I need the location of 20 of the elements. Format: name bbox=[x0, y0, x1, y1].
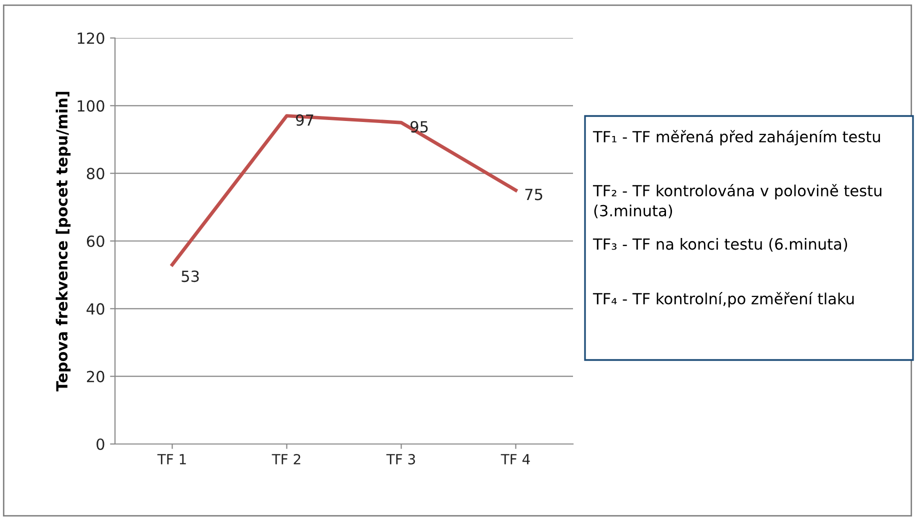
data-label: 95 bbox=[410, 121, 428, 133]
x-tick-label: TF 4 bbox=[500, 454, 530, 464]
text: TF₂ - TF kontrolována v polovině testu (3.minuta) bbox=[592, 184, 882, 218]
text: TF₄ - TF kontrolní,po změření tlaku bbox=[592, 292, 854, 308]
y-axis-title: Tepova frekvence [pocet tepu/min] bbox=[56, 92, 71, 392]
y-tick-label: 0 bbox=[96, 438, 104, 450]
data-label: 53 bbox=[182, 270, 199, 282]
data-label: 75 bbox=[525, 188, 542, 200]
y-tick-label: 60 bbox=[86, 235, 104, 248]
y-tick-label: 80 bbox=[86, 168, 104, 180]
x-tick-label: TF 2 bbox=[272, 454, 300, 464]
text: TF₁ - TF měřená před zahájením testu bbox=[592, 130, 880, 146]
y-tick-label: 100 bbox=[78, 100, 104, 112]
x-tick-label: TF 3 bbox=[386, 454, 415, 464]
text: TF₃ - TF na konci testu (6.minuta) bbox=[592, 238, 848, 252]
y-tick-label: 40 bbox=[86, 303, 104, 315]
y-tick-label: 120 bbox=[78, 32, 104, 44]
y-tick-label: 20 bbox=[86, 370, 104, 382]
line-series bbox=[170, 114, 518, 266]
x-tick-label: TF 1 bbox=[157, 454, 186, 464]
